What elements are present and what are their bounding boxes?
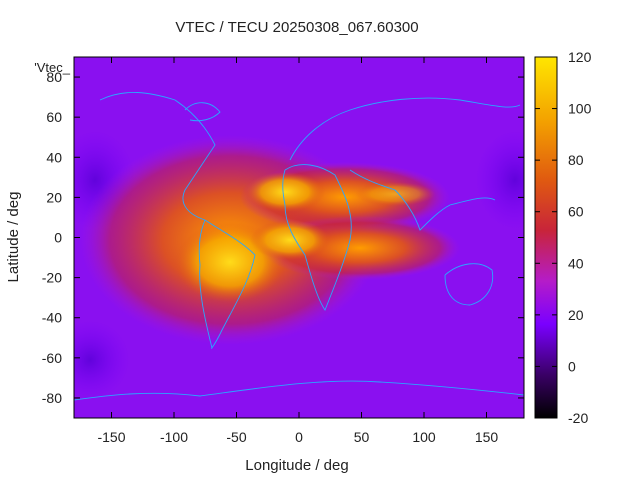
colorbar-tick-label: 120	[568, 49, 592, 65]
coast-australia	[444, 263, 494, 306]
coast-greenland-region	[184, 102, 221, 122]
y-axis-label: Latitude / deg	[5, 192, 22, 283]
coast-south-america	[198, 219, 256, 349]
x-tick-label: -150	[97, 429, 125, 445]
y-axis: -80 -60 -40 -20 0 20 40 60 80	[42, 69, 524, 406]
crest-equatorial-africa	[250, 220, 330, 260]
y-tick-label: -80	[42, 390, 62, 406]
chart-title: VTEC / TECU 20250308_067.60300	[175, 19, 418, 36]
coast-north-america	[99, 91, 216, 221]
crest-northern-africa	[245, 172, 325, 212]
x-tick-label: 0	[295, 429, 303, 445]
y-tick-label: -60	[42, 350, 62, 366]
y-tick-label: 20	[46, 189, 62, 205]
colorbar-tick-label: 40	[568, 255, 584, 271]
y-tick-label: -20	[42, 270, 62, 286]
y-tick-label: -40	[42, 310, 62, 326]
night-minimum-east	[475, 130, 524, 230]
x-tick-label: -50	[226, 429, 246, 445]
y-tick-label: 0	[54, 230, 62, 246]
y-tick-label: 60	[46, 109, 62, 125]
coastlines	[74, 91, 524, 401]
crest-asia	[355, 182, 435, 206]
night-minimum-south	[74, 320, 130, 400]
colorbar-tick-label: 80	[568, 152, 584, 168]
colorbar	[535, 57, 557, 418]
coast-antarctica	[74, 380, 524, 401]
x-tick-label: -100	[160, 429, 188, 445]
colorbar-tick-label: 100	[568, 101, 592, 117]
heatmap-field	[74, 57, 524, 418]
x-tick-label: 50	[354, 429, 370, 445]
x-tick-label: 100	[412, 429, 436, 445]
colorbar-frame	[534, 56, 558, 419]
colorbar-ticks: -20 0 20 40 60 80 100 120	[535, 49, 592, 426]
y-tick-label: 80	[46, 69, 62, 85]
colorbar-tick-label: 20	[568, 307, 584, 323]
coast-eurasia-north	[289, 97, 521, 161]
x-axis: -150 -100 -50 0 50 100 150	[97, 57, 498, 445]
x-axis-label: Longitude / deg	[245, 457, 348, 474]
coast-asia-south	[349, 169, 496, 231]
y-tick-label: 40	[46, 149, 62, 165]
colorbar-tick-label: -20	[568, 410, 588, 426]
legend-key: 'Vtec_	[34, 60, 70, 75]
colorbar-tick-label: 60	[568, 204, 584, 220]
x-tick-label: 150	[475, 429, 499, 445]
colorbar-tick-label: 0	[568, 358, 576, 374]
coast-africa	[282, 164, 352, 311]
